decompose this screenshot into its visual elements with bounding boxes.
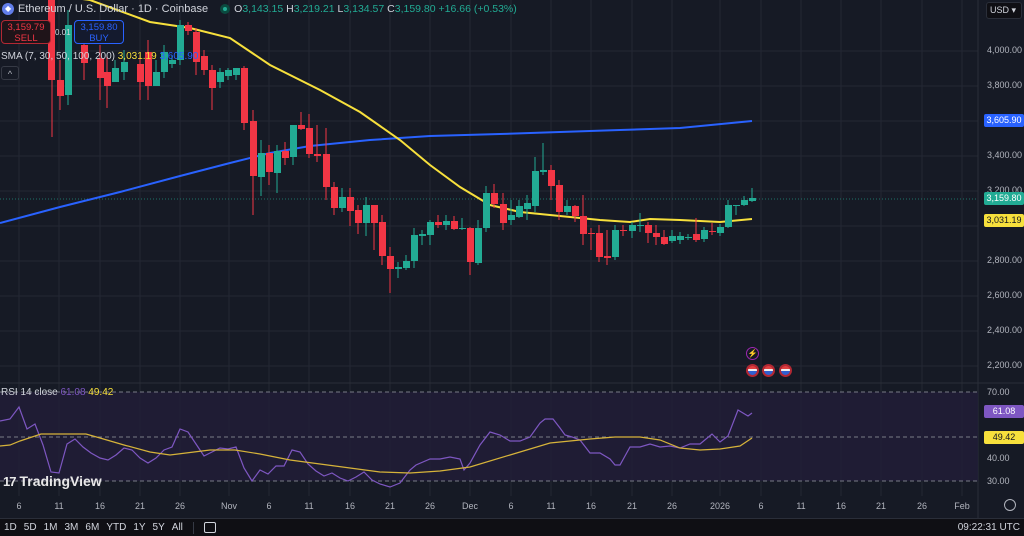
flash-event-icon[interactable]: ⚡ — [746, 347, 759, 360]
time-tick: 6 — [16, 501, 22, 511]
rsi-line — [0, 405, 753, 488]
sma50-price-label: 3,031.19 — [984, 214, 1024, 227]
sma200-price-label: 3,605.90 — [984, 114, 1024, 127]
range-button-5y[interactable]: 5Y — [152, 522, 165, 533]
time-tick: 6 — [758, 501, 764, 511]
time-tick: 6 — [508, 501, 514, 511]
price-tick: 2,400.00 — [987, 325, 1023, 335]
range-button-1y[interactable]: 1Y — [133, 522, 146, 533]
time-tick: 21 — [134, 501, 146, 511]
time-tick: Dec — [461, 501, 479, 511]
time-tick: 2026 — [709, 501, 731, 511]
us-flag-event-icon[interactable] — [779, 364, 792, 377]
symbol-title[interactable]: Ethereum / U.S. Dollar · 1D · Coinbase — [18, 3, 209, 15]
price-tick: 3,800.00 — [987, 80, 1023, 90]
range-button-6m[interactable]: 6M — [85, 522, 100, 533]
calendar-goto-icon[interactable] — [203, 522, 216, 533]
currency-select[interactable]: USD ▾ — [986, 2, 1022, 19]
time-tick: 16 — [835, 501, 847, 511]
price-tick: 2,800.00 — [987, 255, 1023, 265]
time-tick: 21 — [875, 501, 887, 511]
ethereum-icon — [2, 3, 14, 15]
tradingview-logo[interactable]: 17 TradingView — [3, 473, 102, 489]
time-tick: 11 — [796, 501, 806, 511]
divider — [192, 521, 194, 534]
market-open-icon — [220, 4, 231, 14]
us-flag-event-icon[interactable] — [746, 364, 759, 377]
sma-legend[interactable]: SMA (7, 30, 50, 100, 200) 3,031.19 3,605… — [1, 51, 199, 62]
tradingview-icon: 17 — [3, 473, 17, 489]
time-tick: 26 — [174, 501, 186, 511]
range-button-all[interactable]: All — [171, 522, 183, 533]
rsi-ma-value-label: 49.42 — [984, 431, 1024, 444]
time-tick: 6 — [266, 501, 272, 511]
price-tick: 2,600.00 — [987, 290, 1023, 300]
time-tick: 21 — [626, 501, 638, 511]
time-tick: 16 — [344, 501, 356, 511]
price-tick: 3,400.00 — [987, 150, 1023, 160]
time-tick: 11 — [546, 501, 556, 511]
sma200-line — [0, 120, 753, 224]
rsi-ma-line — [0, 433, 753, 474]
range-button-ytd[interactable]: YTD — [106, 522, 127, 533]
price-tick: 4,000.00 — [987, 45, 1023, 55]
candles — [48, 0, 756, 293]
rsi-value-label: 61.08 — [984, 405, 1024, 418]
symbol-legend[interactable]: Ethereum / U.S. Dollar · 1D · Coinbase O… — [2, 3, 517, 15]
time-tick: 16 — [94, 501, 106, 511]
buy-button[interactable]: 3,159.80 BUY — [74, 20, 124, 44]
rsi-tick: 70.00 — [987, 387, 1010, 397]
time-tick: 26 — [916, 501, 928, 511]
spread-value: 0.01 — [55, 28, 71, 37]
rsi-tick: 30.00 — [987, 476, 1010, 486]
rsi-legend[interactable]: RSI 14 close 61.08 49.42 — [1, 387, 114, 398]
collapse-legend-button[interactable]: ^ — [1, 66, 19, 80]
time-tick: 16 — [585, 501, 597, 511]
time-tick: Nov — [220, 501, 238, 511]
sma50-line — [82, 0, 753, 224]
time-tick: 11 — [304, 501, 314, 511]
range-button-3m[interactable]: 3M — [64, 522, 79, 533]
time-tick: 11 — [54, 501, 64, 511]
ohlc-values: O3,143.15 H3,219.21 L3,134.57 C3,159.80 … — [234, 3, 517, 15]
time-tick: 26 — [424, 501, 436, 511]
bottom-toolbar: 1D 5D 1M 3M 6M YTD 1Y 5Y All 09:22:31 UT… — [0, 518, 1024, 536]
last-price-label: 3,159.80 — [984, 192, 1024, 205]
rsi-tick: 40.00 — [987, 453, 1010, 463]
range-button-1d[interactable]: 1D — [4, 522, 17, 533]
range-button-5d[interactable]: 5D — [23, 522, 37, 533]
time-tick: Feb — [954, 501, 970, 511]
sell-button[interactable]: 3,159.79 SELL — [1, 20, 51, 44]
price-tick: 2,200.00 — [987, 360, 1023, 370]
utc-clock[interactable]: 09:22:31 UTC — [957, 522, 1020, 533]
time-tick: 26 — [666, 501, 678, 511]
settings-gear-icon[interactable] — [1004, 499, 1016, 511]
us-flag-event-icon[interactable] — [762, 364, 775, 377]
range-button-1m[interactable]: 1M — [43, 522, 58, 533]
time-tick: 21 — [384, 501, 396, 511]
price-tick: 3,200.00 — [987, 185, 1023, 195]
